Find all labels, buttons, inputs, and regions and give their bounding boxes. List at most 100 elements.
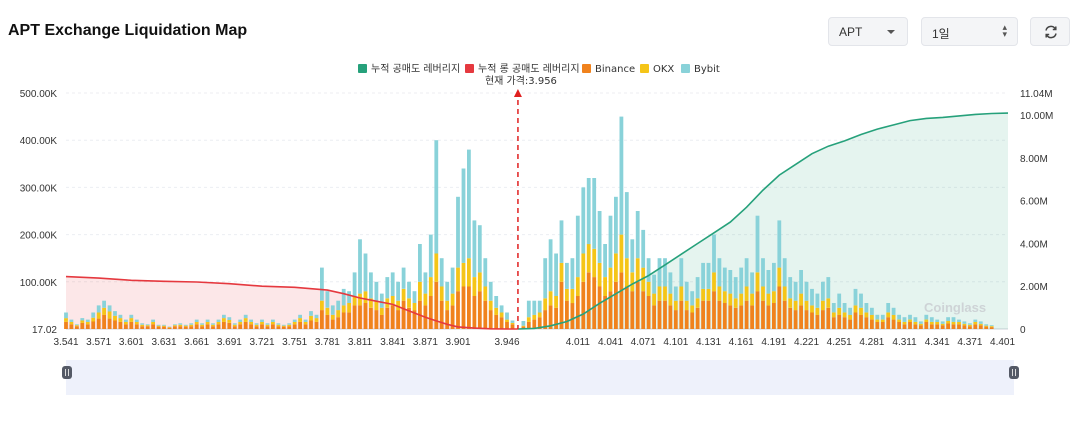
bar-binance: [919, 325, 923, 329]
legend-swatch: [582, 64, 591, 73]
x-tick-label: 3.541: [53, 337, 78, 348]
bar-binance: [75, 326, 79, 329]
bar-okx: [369, 298, 373, 308]
bar-binance: [673, 310, 678, 329]
refresh-button[interactable]: [1030, 17, 1070, 46]
bar-bybit: [418, 244, 422, 282]
bar-okx: [880, 319, 885, 322]
bar-bybit: [799, 270, 803, 294]
bar-bybit: [205, 319, 210, 322]
x-tick-label: 3.781: [315, 337, 340, 348]
bar-okx: [908, 319, 912, 322]
bar-binance: [205, 324, 210, 329]
bar-bybit: [134, 319, 139, 322]
bar-binance: [385, 307, 390, 329]
bar-bybit: [292, 319, 297, 322]
bar-okx: [205, 321, 210, 325]
bar-okx: [401, 288, 406, 301]
bar-binance: [434, 281, 439, 329]
bar-okx: [456, 267, 460, 292]
bar-binance: [897, 321, 901, 329]
bar-bybit: [467, 149, 471, 259]
y-right-tick-label: 11.04M: [1020, 89, 1053, 100]
bar-okx: [287, 324, 292, 327]
bar-bybit: [363, 253, 368, 292]
bar-bybit: [875, 314, 880, 320]
axes-layer: 500.00K 400.00K 300.00K 200.00K 100.00K 17.02…: [20, 89, 1054, 348]
bar-okx: [788, 298, 793, 308]
bar-okx: [358, 293, 362, 306]
bar-binance: [772, 303, 776, 329]
range-slider-track[interactable]: [66, 360, 1014, 395]
range-slider-right-handle[interactable]: [1009, 366, 1019, 379]
x-tick-label: 4.311: [892, 337, 917, 348]
bar-okx: [325, 307, 330, 315]
bar-bybit: [526, 300, 531, 318]
bar-binance: [940, 325, 945, 329]
bar-binance: [167, 327, 172, 329]
bar-bybit: [412, 291, 417, 303]
bar-bybit: [537, 300, 542, 313]
bar-bybit: [929, 317, 934, 322]
bar-binance: [788, 307, 793, 329]
bar-binance: [663, 300, 667, 329]
legend-swatch: [681, 64, 690, 73]
bar-okx: [559, 262, 564, 282]
bar-bybit: [690, 291, 695, 306]
bar-bybit: [761, 258, 765, 287]
bar-bybit: [80, 318, 85, 321]
range-select[interactable]: 1일 ▴ ▾: [921, 17, 1018, 46]
bar-binance: [303, 324, 308, 329]
bar-okx: [96, 312, 101, 319]
bar-bybit: [821, 281, 825, 301]
bar-binance: [113, 320, 117, 329]
bar-binance: [91, 321, 96, 329]
bar-binance: [657, 300, 662, 329]
bar-binance: [292, 324, 297, 329]
bar-binance: [679, 300, 684, 329]
bar-bybit: [657, 258, 662, 287]
bar-okx: [145, 325, 150, 327]
bar-bybit: [227, 317, 232, 320]
bar-bybit: [701, 262, 705, 289]
y-left-tick-label: 300.00K: [20, 183, 58, 194]
bar-bybit: [750, 272, 754, 294]
bar-binance: [554, 307, 558, 329]
bar-bybit: [891, 307, 896, 315]
bar-bybit: [957, 319, 961, 322]
bar-okx: [575, 277, 580, 296]
bar-okx: [309, 315, 313, 321]
symbol-select[interactable]: APT: [828, 17, 908, 46]
bar-okx: [200, 324, 204, 327]
bar-bybit: [145, 324, 150, 326]
bar-binance: [374, 310, 379, 329]
bar-okx: [499, 312, 504, 318]
range-slider-left-handle[interactable]: [62, 366, 72, 379]
y-right-tick-label: 10.00M: [1020, 111, 1053, 122]
bar-okx: [91, 317, 96, 322]
bar-bybit: [984, 324, 989, 326]
bar-bybit: [652, 274, 656, 294]
bar-okx: [635, 258, 640, 282]
bar-bybit: [129, 314, 134, 319]
bar-binance: [390, 305, 395, 329]
x-tick-label: 3.841: [380, 337, 405, 348]
bar-okx: [211, 324, 215, 327]
bar-binance: [526, 321, 531, 329]
bar-binance: [946, 323, 950, 329]
bar-binance: [537, 317, 542, 329]
bar-binance: [401, 300, 406, 329]
bar-binance: [565, 300, 569, 329]
bar-bybit: [178, 323, 183, 325]
bar-okx: [870, 314, 874, 320]
bar-bybit: [107, 305, 112, 312]
bar-okx: [864, 312, 869, 318]
bar-bybit: [167, 326, 172, 328]
bar-binance: [281, 326, 286, 329]
bar-okx: [276, 324, 281, 327]
y-left-tick-label: 100.00K: [20, 278, 58, 289]
bar-okx: [657, 286, 662, 301]
bar-bybit: [968, 323, 972, 325]
bar-binance: [456, 291, 460, 329]
bar-binance: [619, 272, 624, 329]
